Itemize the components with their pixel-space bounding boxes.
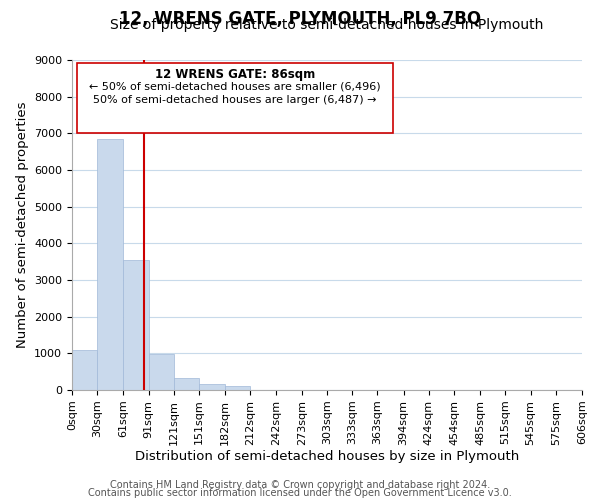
Text: 50% of semi-detached houses are larger (6,487) →: 50% of semi-detached houses are larger (… [94,94,377,104]
Text: ← 50% of semi-detached houses are smaller (6,496): ← 50% of semi-detached houses are smalle… [89,82,381,92]
Bar [199,384,225,390]
Bar [174,378,199,390]
Text: 12, WRENS GATE, PLYMOUTH, PL9 7BQ: 12, WRENS GATE, PLYMOUTH, PL9 7BQ [119,10,481,28]
Y-axis label: Number of semi-detached properties: Number of semi-detached properties [16,102,29,348]
Bar [72,350,97,390]
Bar [225,386,250,390]
Text: Contains HM Land Registry data © Crown copyright and database right 2024.: Contains HM Land Registry data © Crown c… [110,480,490,490]
X-axis label: Distribution of semi-detached houses by size in Plymouth: Distribution of semi-detached houses by … [135,450,519,464]
Text: Contains public sector information licensed under the Open Government Licence v3: Contains public sector information licen… [88,488,512,498]
Title: Size of property relative to semi-detached houses in Plymouth: Size of property relative to semi-detach… [110,18,544,32]
Text: 12 WRENS GATE: 86sqm: 12 WRENS GATE: 86sqm [155,68,316,81]
Bar [149,354,174,390]
FancyBboxPatch shape [77,64,394,132]
Bar [124,260,149,390]
Bar [97,139,124,390]
